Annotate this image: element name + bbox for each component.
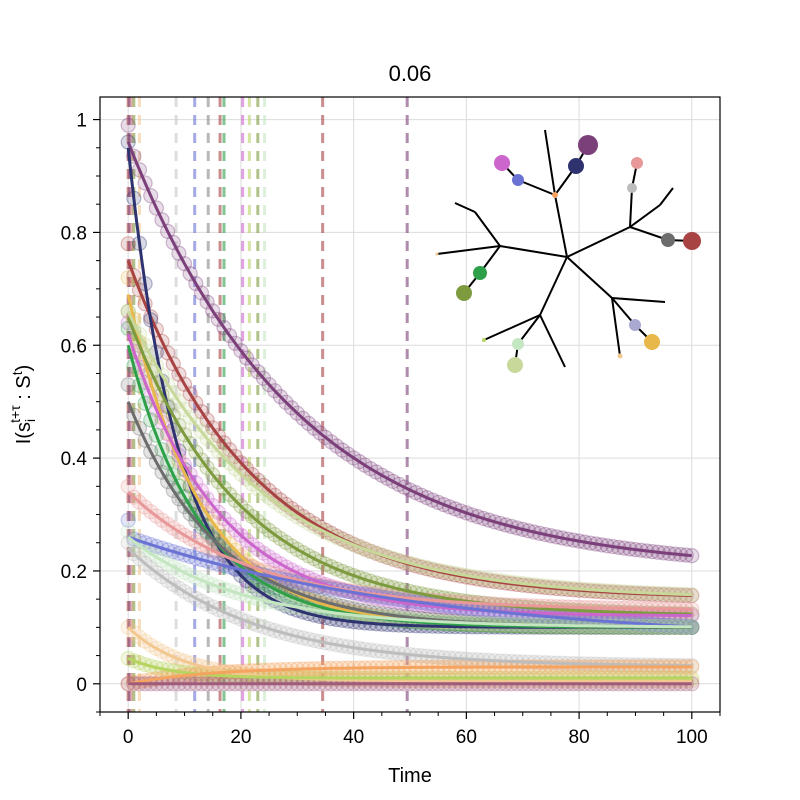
tree-node-1 bbox=[568, 158, 584, 174]
tree-node-3 bbox=[512, 174, 524, 186]
tree-node-6 bbox=[627, 183, 637, 193]
series-line-10 bbox=[127, 535, 692, 629]
y-tick-label-2: 0.4 bbox=[61, 449, 88, 470]
tree-edge-24 bbox=[539, 256, 568, 316]
tree-edge-7 bbox=[629, 187, 633, 228]
plot-area bbox=[120, 97, 700, 712]
tree-node-2 bbox=[494, 155, 510, 171]
x-tick-label-4: 80 bbox=[569, 727, 590, 748]
tree-node-10 bbox=[456, 285, 472, 301]
marker-0-0 bbox=[120, 117, 136, 133]
series-line-5 bbox=[126, 310, 692, 597]
inset-tree bbox=[435, 129, 701, 373]
marker-10-0 bbox=[120, 512, 136, 528]
x-tick-label-1: 20 bbox=[230, 727, 251, 748]
tree-edge-23 bbox=[611, 297, 621, 357]
tree-edge-19 bbox=[566, 256, 613, 299]
tree-edge-27 bbox=[539, 314, 566, 368]
series-line-11 bbox=[127, 535, 692, 629]
x-axis-label: Time bbox=[388, 765, 432, 787]
x-tick-label-5: 100 bbox=[676, 727, 708, 748]
y-axis-label: I(sit+τ : St) bbox=[7, 365, 38, 445]
tree-node-0 bbox=[578, 135, 598, 155]
y-tick-label-0: 0 bbox=[76, 675, 87, 696]
series-line-9 bbox=[127, 490, 692, 611]
series-line-12 bbox=[127, 547, 692, 668]
y-tick-label-3: 0.6 bbox=[61, 336, 87, 357]
tree-edge-20 bbox=[611, 297, 666, 303]
y-ticks: 0 0.2 0.4 0.6 0.8 1 bbox=[61, 111, 100, 713]
chart-title: 0.06 bbox=[389, 61, 432, 86]
tree-edge-18 bbox=[436, 245, 501, 255]
x-tick-label-0: 0 bbox=[123, 727, 134, 748]
marker-8-0 bbox=[120, 377, 136, 393]
tree-edge-15 bbox=[454, 202, 476, 213]
tree-node-8 bbox=[661, 233, 675, 247]
tree-node-13 bbox=[617, 353, 623, 359]
x-tick-label-3: 60 bbox=[456, 727, 477, 748]
y-tick-label-5: 1 bbox=[76, 111, 87, 132]
tree-edge-2 bbox=[517, 179, 556, 196]
series-line-15 bbox=[127, 665, 692, 686]
tree-node-17 bbox=[435, 252, 439, 256]
x-ticks: 0 20 40 60 80 100 bbox=[99, 712, 721, 748]
y-tick-label-1: 0.2 bbox=[61, 562, 87, 583]
tree-edge-14 bbox=[474, 211, 501, 247]
series-line-4 bbox=[126, 316, 692, 616]
tree-edge-0 bbox=[554, 194, 568, 258]
marker-1-0 bbox=[120, 236, 136, 252]
tree-node-15 bbox=[512, 338, 524, 350]
tree-node-16 bbox=[482, 338, 486, 342]
tree-node-14 bbox=[507, 357, 523, 373]
y-tick-label-4: 0.8 bbox=[61, 223, 87, 244]
tree-node-12 bbox=[629, 319, 641, 331]
tree-node-4 bbox=[552, 192, 558, 198]
series-line-13 bbox=[127, 626, 692, 683]
grid bbox=[100, 97, 720, 712]
series-line-6 bbox=[126, 333, 692, 617]
tree-edge-13 bbox=[499, 245, 568, 258]
tree-edge-28 bbox=[483, 314, 541, 341]
tree-edge-1 bbox=[544, 129, 556, 196]
tree-node-11 bbox=[644, 334, 660, 350]
tree-node-5 bbox=[631, 157, 643, 169]
tree-edge-12 bbox=[659, 187, 674, 206]
tree-edge-6 bbox=[566, 226, 631, 258]
tree-edge-25 bbox=[517, 314, 541, 345]
tree-node-7 bbox=[683, 232, 701, 250]
marker-14-0 bbox=[120, 650, 136, 666]
tree-node-9 bbox=[473, 266, 487, 280]
tree-edge-11 bbox=[629, 204, 661, 228]
series-line-0 bbox=[126, 141, 692, 558]
x-tick-label-2: 40 bbox=[343, 727, 364, 748]
series-line-14 bbox=[127, 657, 692, 680]
